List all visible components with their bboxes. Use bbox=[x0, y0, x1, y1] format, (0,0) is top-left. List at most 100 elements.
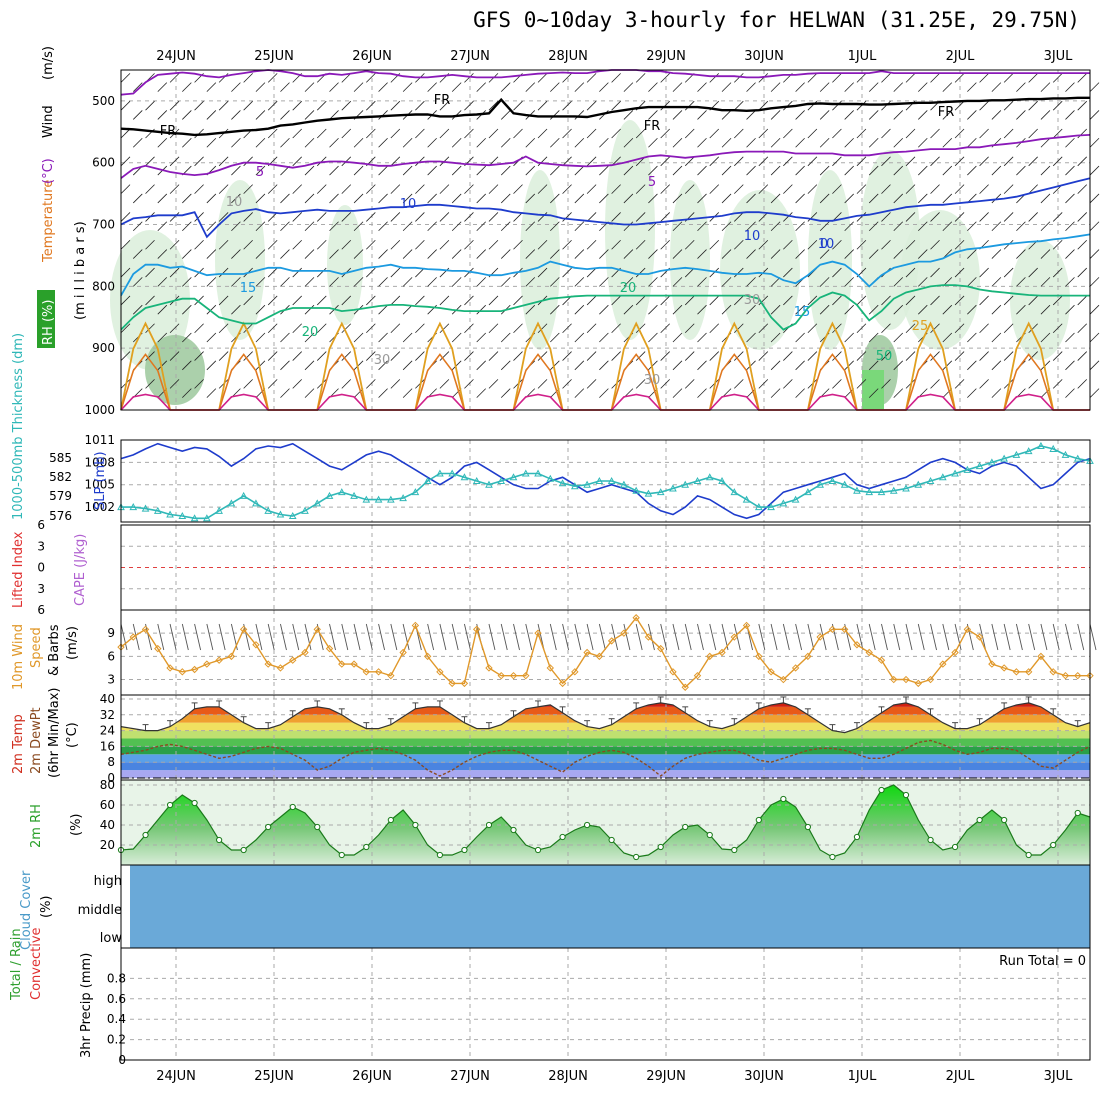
wind-marker bbox=[632, 614, 640, 622]
thickness-marker bbox=[362, 495, 371, 503]
wind-barb bbox=[402, 249, 413, 259]
axis-label-slp: SLP (mb) bbox=[93, 451, 108, 510]
tick-label-temp: 16 bbox=[100, 739, 115, 753]
wind-barb bbox=[464, 100, 474, 111]
wind-barb bbox=[280, 388, 290, 398]
wind-barb bbox=[709, 351, 720, 361]
wind-barb bbox=[648, 277, 658, 287]
wind-barb bbox=[954, 156, 965, 167]
wind-barb bbox=[316, 351, 327, 361]
wind-barb bbox=[635, 128, 646, 139]
wind-barb bbox=[599, 165, 609, 176]
wind-barb bbox=[562, 156, 572, 167]
wind-barb bbox=[378, 277, 388, 287]
rh-legend-swatch bbox=[37, 290, 55, 348]
wind-barb bbox=[930, 623, 937, 651]
wind-barb bbox=[513, 623, 520, 651]
wind-barb bbox=[709, 267, 720, 278]
wind-barb bbox=[194, 295, 204, 306]
wind-barb bbox=[1052, 100, 1063, 111]
wind-barb bbox=[574, 277, 585, 287]
wind-barb bbox=[537, 239, 548, 250]
wind-barb bbox=[182, 193, 192, 204]
wind-barb bbox=[464, 323, 474, 334]
wind-barb bbox=[844, 332, 854, 343]
rh-marker bbox=[240, 846, 247, 854]
wind-barb bbox=[366, 379, 376, 389]
wind-barb bbox=[1065, 277, 1075, 287]
wind-barb bbox=[145, 267, 155, 278]
wind-barb bbox=[537, 73, 548, 83]
wind-barb bbox=[635, 212, 646, 222]
wind-barb bbox=[169, 351, 180, 361]
wind-barb bbox=[1065, 623, 1072, 651]
wind-barb bbox=[893, 221, 904, 232]
wind-barb bbox=[697, 623, 704, 651]
axis-label-precip-conv: Convective bbox=[29, 927, 44, 1000]
wind-barb bbox=[942, 360, 953, 371]
wind-barb bbox=[684, 267, 695, 278]
wind-barb bbox=[795, 110, 805, 120]
wind-barb bbox=[366, 184, 376, 194]
wind-barb bbox=[1028, 212, 1038, 222]
tick-label: 700 bbox=[92, 218, 115, 232]
thickness-marker bbox=[705, 473, 714, 481]
tick-label: 800 bbox=[92, 279, 115, 293]
axis-label-cape: CAPE (J/kg) bbox=[73, 534, 88, 606]
wind-barb bbox=[770, 249, 781, 259]
wind-barb bbox=[648, 304, 658, 315]
wind-barb bbox=[120, 295, 131, 306]
wind-barb bbox=[574, 332, 585, 343]
tick-label-li: 3 bbox=[37, 582, 45, 596]
wind-barb bbox=[807, 156, 818, 167]
tick-label-rh: 40 bbox=[100, 818, 115, 832]
wind-barb bbox=[611, 212, 621, 222]
wind-barb bbox=[1016, 110, 1026, 120]
date-label-top: 1JUL bbox=[848, 49, 878, 64]
wind-barb bbox=[893, 332, 904, 343]
wind-barb bbox=[734, 100, 744, 111]
wind-barb bbox=[402, 360, 413, 371]
wind-barb bbox=[1016, 277, 1026, 287]
wind-barb bbox=[378, 332, 388, 343]
thickness-marker bbox=[583, 480, 591, 488]
wind-barb bbox=[586, 295, 597, 306]
wind-marker bbox=[252, 641, 260, 649]
thickness-marker bbox=[865, 488, 874, 496]
wind-barb bbox=[550, 221, 560, 232]
wind-barb bbox=[868, 165, 879, 176]
wind-marker bbox=[669, 668, 677, 676]
temp-band bbox=[121, 754, 1090, 763]
wind-barb bbox=[267, 267, 278, 278]
wind-barb bbox=[1040, 249, 1051, 259]
wind-barb bbox=[218, 295, 229, 306]
wind-barb bbox=[586, 623, 594, 651]
wind-barb bbox=[856, 239, 867, 250]
wind-barb bbox=[672, 249, 683, 259]
wind-marker bbox=[411, 621, 420, 630]
wind-barb bbox=[611, 351, 621, 361]
axis-label: Temperature bbox=[41, 180, 56, 263]
wind-barb bbox=[905, 212, 916, 222]
wind-barb bbox=[353, 193, 364, 204]
wind-barb bbox=[145, 184, 155, 194]
wind-barb bbox=[427, 623, 435, 651]
wind-barb bbox=[341, 623, 349, 651]
rh-shading bbox=[720, 190, 800, 350]
wind-barb bbox=[832, 128, 842, 139]
tick-label-li: 0 bbox=[37, 561, 45, 575]
wind-barb bbox=[893, 82, 904, 92]
rh-marker bbox=[608, 836, 615, 844]
wind-barb bbox=[721, 249, 732, 259]
wind-barb bbox=[917, 249, 928, 259]
wind-barb bbox=[844, 110, 854, 120]
thickness-marker bbox=[337, 488, 346, 496]
wind-barb bbox=[476, 332, 486, 343]
wind-barb bbox=[1028, 100, 1038, 111]
wind-barb bbox=[292, 323, 303, 334]
wind-barb bbox=[329, 277, 339, 287]
wind-barb bbox=[1028, 295, 1038, 306]
wind-barb bbox=[366, 212, 376, 222]
wind-barb bbox=[979, 295, 989, 306]
wind-barb bbox=[1040, 277, 1051, 287]
